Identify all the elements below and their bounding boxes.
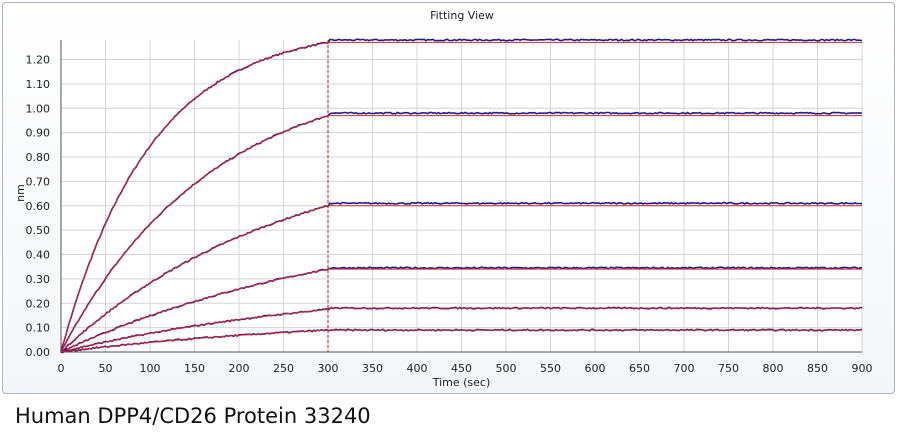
fit-curve-1	[60, 41, 862, 353]
x-tick-label: 500	[496, 362, 517, 375]
x-tick-label: 900	[852, 362, 873, 375]
x-tick-label: 50	[99, 362, 113, 375]
y-tick-label: 0.50	[26, 224, 51, 237]
y-axis-label: nm	[14, 184, 27, 202]
x-tick-label: 200	[229, 362, 250, 375]
x-tick-label: 750	[718, 362, 739, 375]
x-tick-label: 300	[318, 362, 339, 375]
x-tick-label: 150	[184, 362, 205, 375]
x-tick-label: 400	[407, 362, 428, 375]
caption: Human DPP4/CD26 Protein 33240	[15, 404, 371, 428]
x-tick-label: 700	[674, 362, 695, 375]
x-tick-label: 650	[629, 362, 650, 375]
y-tick-label: 1.10	[26, 78, 51, 91]
fit-curve-2	[60, 115, 862, 353]
y-tick-label: 1.00	[26, 102, 51, 115]
y-tick-label: 0.60	[26, 200, 51, 213]
y-tick-label: 0.30	[26, 273, 51, 286]
x-tick-label: 550	[540, 362, 561, 375]
x-tick-label: 800	[763, 362, 784, 375]
fitting-view-chart: Fitting View 0 50 100 150 200 250 300 350 400 450 5…	[14, 9, 873, 389]
x-tick-label: 250	[273, 362, 294, 375]
fit-curve-3	[60, 205, 862, 353]
y-tick-label: 1.20	[26, 54, 51, 67]
x-axis-label: Time (sec)	[432, 376, 491, 389]
y-tick-label: 0.40	[26, 249, 51, 262]
x-tick-label: 450	[451, 362, 472, 375]
y-tick-label: 0.10	[26, 322, 51, 335]
fit-curve-6	[60, 329, 862, 353]
x-tick-label: 350	[362, 362, 383, 375]
fit-curve-5	[60, 307, 862, 353]
x-tick-label: 600	[585, 362, 606, 375]
x-tick-label: 100	[140, 362, 161, 375]
y-tick-label: 0.70	[26, 175, 51, 188]
chart-title: Fitting View	[430, 9, 494, 22]
x-tick-label: 850	[807, 362, 828, 375]
x-tick-label: 0	[58, 362, 65, 375]
y-tick-label: 0.20	[26, 297, 51, 310]
fit-curve-4	[60, 268, 862, 353]
y-tick-label: 0.90	[26, 127, 51, 140]
y-tick-label: 0.80	[26, 151, 51, 164]
y-tick-label: 0.00	[26, 346, 51, 359]
